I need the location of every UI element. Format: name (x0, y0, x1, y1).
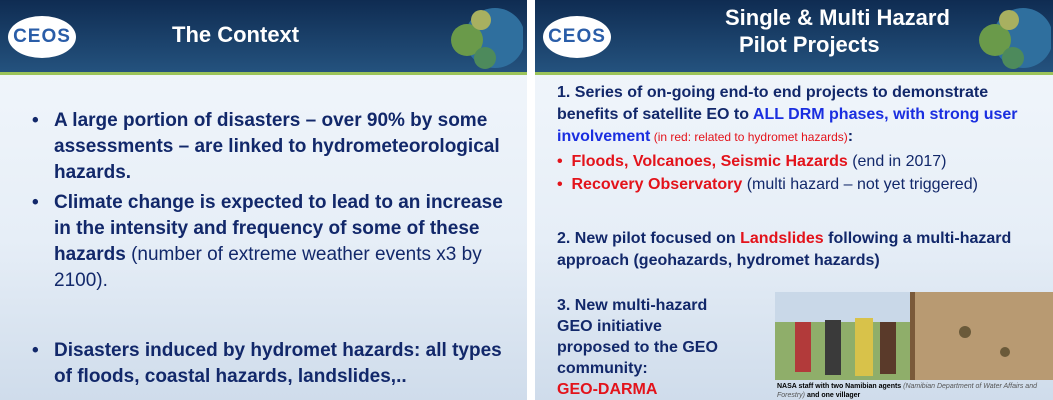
page: CEOS The Context •A large portion of dis… (0, 0, 1053, 400)
right-slide: CEOS Single & Multi Hazard Pilot Project… (535, 0, 1053, 400)
logo: CEOS (8, 16, 76, 58)
title-line: Pilot Projects (739, 31, 950, 58)
text: Recovery Observatory (572, 176, 743, 193)
sub-bullets: • Floods, Volcanoes, Seismic Hazards (en… (557, 150, 1052, 196)
text: Floods, Volcanoes, Seismic Hazards (572, 153, 848, 170)
point: 1. Series of on-going end-to end project… (557, 82, 1047, 148)
text: NASA staff with two Namibian agents (777, 383, 903, 390)
left-slide: CEOS The Context •A large portion of dis… (0, 0, 527, 400)
bullet: •Disasters induced by hydromet hazards: … (32, 338, 512, 390)
text: (in red: related to hydromet hazards) (650, 130, 847, 144)
globe-image (445, 4, 523, 72)
text: GEO-DARMA (557, 379, 732, 400)
photo (775, 292, 1053, 380)
text: and one villager (805, 392, 860, 399)
slide-title: Single & Multi Hazard Pilot Projects (725, 4, 950, 58)
text: 2. New pilot focused on (557, 230, 740, 247)
logo: CEOS (543, 16, 611, 58)
text: A large portion of disasters – over 90% … (54, 110, 500, 183)
bullet: •A large portion of disasters – over 90%… (32, 108, 502, 186)
text: (multi hazard – not yet triggered) (742, 176, 978, 193)
caption: NASA staff with two Namibian agents (Nam… (777, 382, 1053, 400)
point: 2. New pilot focused on Landslides follo… (557, 228, 1027, 272)
point: 3. New multi-hazard GEO initiative propo… (557, 295, 732, 400)
title-line: Single & Multi Hazard (725, 4, 950, 31)
text: Disasters induced by hydromet hazards: a… (54, 340, 502, 387)
text: Landslides (740, 230, 824, 247)
text: : (848, 128, 853, 145)
text: (end in 2017) (848, 153, 947, 170)
globe-image (973, 4, 1051, 72)
slide-title: The Context (172, 22, 299, 48)
bullet: •Climate change is expected to lead to a… (32, 190, 507, 294)
text: 3. New multi-hazard GEO initiative propo… (557, 295, 732, 379)
